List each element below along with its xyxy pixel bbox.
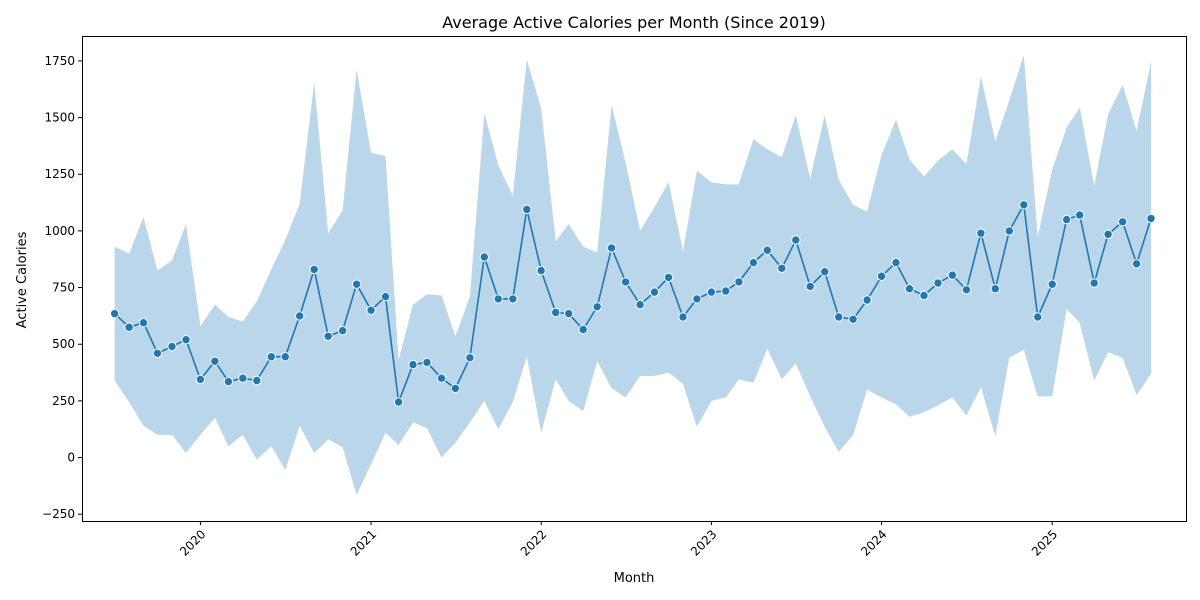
data-point [734, 277, 744, 287]
data-point [1004, 226, 1014, 236]
data-point [152, 348, 163, 358]
data-point [380, 291, 391, 302]
data-point [109, 308, 120, 319]
data-point [181, 335, 191, 345]
data-point [138, 318, 149, 328]
data-point [961, 285, 972, 295]
plot-frame [82, 36, 1187, 522]
data-point [762, 245, 772, 255]
data-point [408, 359, 418, 370]
data-point [904, 284, 915, 294]
data-point [721, 286, 731, 296]
data-point [635, 299, 645, 310]
data-point [862, 295, 872, 305]
data-point [1146, 213, 1156, 224]
data-point [422, 357, 432, 368]
data-point [706, 287, 717, 297]
data-point [124, 322, 134, 332]
y-tick-label: 1000 [44, 224, 75, 238]
data-point [323, 331, 333, 341]
data-point [252, 375, 262, 386]
data-point [493, 294, 503, 304]
y-tick-label: 1500 [44, 111, 75, 125]
data-point [777, 263, 787, 273]
y-tick-label: 1250 [44, 167, 75, 181]
data-point [592, 302, 602, 312]
data-point [1075, 210, 1085, 220]
data-point [551, 307, 561, 318]
data-point [663, 272, 674, 283]
data-point [1061, 214, 1072, 225]
data-point [919, 290, 929, 301]
data-point [820, 267, 830, 277]
data-point [678, 312, 688, 322]
data-point [692, 294, 702, 304]
data-point [933, 278, 943, 288]
y-tick-label: −250 [42, 507, 75, 521]
chart-title: Average Active Calories per Month (Since… [442, 13, 825, 32]
data-point [536, 265, 546, 276]
x-tick-label: 2024 [858, 527, 889, 558]
data-point [436, 373, 447, 383]
data-point [351, 279, 362, 289]
x-axis: 2020 2021 2022 2023 2024 2025 [177, 521, 1060, 559]
data-point [266, 352, 276, 362]
x-tick-label: 2021 [348, 527, 379, 558]
y-axis: −250 0 250 500 750 1000 1250 1500 1750 [42, 54, 82, 521]
y-tick-label: 750 [52, 281, 75, 295]
plot-area [109, 55, 1156, 495]
data-point [393, 397, 404, 407]
data-point [990, 284, 1000, 294]
y-tick-label: 250 [52, 394, 75, 408]
data-point [578, 324, 588, 335]
data-point [465, 353, 475, 363]
y-tick-label: 0 [67, 451, 75, 465]
data-point [1103, 229, 1113, 240]
data-point [848, 314, 858, 324]
data-point [976, 228, 986, 238]
data-point [834, 312, 844, 322]
data-point [1131, 259, 1142, 269]
data-point [649, 287, 660, 297]
x-axis-label: Month [614, 571, 655, 586]
y-axis-label: Active Calories [15, 231, 30, 328]
data-point [295, 311, 305, 321]
series-line [114, 202, 1152, 403]
y-tick-label: 1750 [44, 54, 75, 68]
data-point [1019, 200, 1029, 210]
data-point [280, 352, 290, 362]
data-point [366, 305, 376, 315]
data-point [479, 252, 489, 262]
x-tick-label: 2020 [177, 527, 208, 558]
data-point [337, 325, 348, 336]
data-point [238, 373, 248, 383]
confidence-band [114, 55, 1152, 495]
data-point [210, 356, 220, 366]
data-point [876, 271, 887, 281]
x-tick-label: 2022 [518, 527, 549, 558]
data-point [522, 204, 532, 215]
x-tick-label: 2023 [688, 527, 719, 558]
data-point [223, 376, 234, 387]
data-point [805, 281, 815, 292]
data-point [947, 270, 958, 280]
data-point [309, 264, 319, 275]
y-tick-label: 500 [52, 337, 75, 351]
data-point [1089, 278, 1099, 288]
data-point [891, 257, 901, 268]
data-point [1033, 312, 1043, 322]
data-point [1047, 279, 1057, 289]
data-point [620, 277, 631, 287]
data-point [450, 383, 461, 394]
data-point [195, 374, 206, 385]
data-point [564, 308, 574, 319]
data-point [791, 235, 801, 245]
data-point [167, 341, 177, 352]
data-point [508, 294, 518, 304]
data-point [748, 257, 759, 268]
data-point [1117, 217, 1128, 227]
data-point [606, 243, 617, 253]
x-tick-label: 2025 [1029, 527, 1060, 558]
